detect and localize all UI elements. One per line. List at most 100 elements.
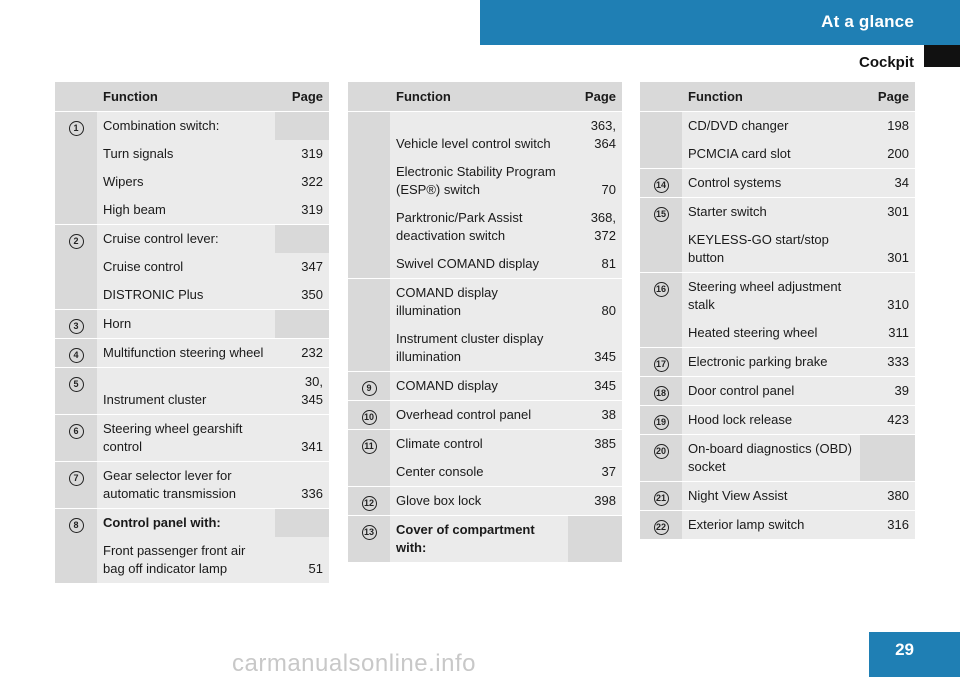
table-row: 18 Door control panel 39 xyxy=(640,376,915,406)
item-number: 10 xyxy=(361,410,377,425)
table-row: 22 Exterior lamp switch 316 xyxy=(640,510,915,539)
item-number: 20 xyxy=(653,444,669,459)
watermark: carmanualsonline.info xyxy=(232,650,476,677)
table-row: 21 Night View Assist 380 xyxy=(640,481,915,511)
item-number: 15 xyxy=(653,207,669,222)
function-label: Horn xyxy=(97,309,275,339)
page-ref: 301 xyxy=(860,197,915,226)
page-ref: 80 xyxy=(568,278,622,325)
function-label: Multifunction steering wheel xyxy=(97,338,275,368)
table-row: Heated steering wheel 311 xyxy=(640,319,915,348)
page-ref: 316 xyxy=(860,510,915,539)
table-row: 10 Overhead control panel 38 xyxy=(348,400,622,430)
table-header-row: Function Page xyxy=(348,82,622,112)
item-number: 7 xyxy=(68,471,84,486)
page-ref: 39 xyxy=(860,376,915,406)
header-page: Page xyxy=(568,82,622,112)
table-row: 11 Climate control 385 xyxy=(348,429,622,487)
header-function: Function xyxy=(97,82,275,112)
item-number: 12 xyxy=(361,496,377,511)
item-number-cell: 14 xyxy=(640,168,682,198)
function-label: Exterior lamp switch xyxy=(682,510,860,539)
page-ref xyxy=(275,111,329,140)
table-row: 9 COMAND display 345 xyxy=(348,371,622,401)
header-num-cell xyxy=(640,82,682,112)
table-row: 14 Control systems 34 xyxy=(640,168,915,198)
page-ref xyxy=(275,508,329,537)
page-ref: 232 xyxy=(275,338,329,368)
function-label: Gear selector lever for automatic transm… xyxy=(97,461,275,509)
subsection-title: Cockpit xyxy=(858,54,914,71)
function-label: Turn signals xyxy=(97,140,275,168)
table-row: 20 On-board diagnostics (OBD) socket xyxy=(640,434,915,482)
table-row: Instrument cluster display illumination 3… xyxy=(348,325,622,372)
function-label: Hood lock release xyxy=(682,405,860,435)
table-row: Swivel COMAND display 81 xyxy=(348,250,622,279)
table-row: KEYLESS-GO start/stop button 301 xyxy=(640,226,915,273)
item-number-cell xyxy=(640,111,682,169)
function-label: Front passenger front air bag off indica… xyxy=(97,537,275,583)
function-label: Control panel with: xyxy=(97,508,275,537)
header-function: Function xyxy=(390,82,568,112)
table-row: 17 Electronic parking brake 333 xyxy=(640,347,915,377)
table-row: COMAND display illumination 80 xyxy=(348,278,622,372)
function-label: Climate control xyxy=(390,429,568,458)
item-number: 14 xyxy=(653,178,669,193)
table-header-row: Function Page xyxy=(640,82,915,112)
table-row: Vehicle level control switch 363, 364 xyxy=(348,111,622,279)
page-ref: 311 xyxy=(860,319,915,348)
table-row: 6 Steering wheel gearshift control 341 xyxy=(55,414,329,462)
table-row: CD/DVD changer 198 xyxy=(640,111,915,169)
item-number-cell: 10 xyxy=(348,400,390,430)
page-ref: 301 xyxy=(860,226,915,273)
page-ref: 198 xyxy=(860,111,915,140)
function-label: Swivel COMAND display xyxy=(390,250,568,279)
table-row: Parktronic/Park Assist deactivation swit… xyxy=(348,204,622,250)
table-row: 5 Instrument cluster 30, 345 xyxy=(55,367,329,415)
item-number: 13 xyxy=(361,525,377,540)
table-row: 15 Starter switch 301 xyxy=(640,197,915,273)
page-ref: 350 xyxy=(275,281,329,310)
function-label: Cruise control lever: xyxy=(97,224,275,253)
function-label: CD/DVD changer xyxy=(682,111,860,140)
table-row: 2 Cruise control lever: xyxy=(55,224,329,310)
page-number: 29 xyxy=(895,640,914,659)
table-row: 7 Gear selector lever for automatic trans… xyxy=(55,461,329,509)
item-number-cell: 9 xyxy=(348,371,390,401)
item-number: 9 xyxy=(361,381,377,396)
page-ref: 347 xyxy=(275,253,329,281)
page-ref xyxy=(275,309,329,339)
table-row: High beam 319 xyxy=(55,196,329,225)
table-row: Wipers 322 xyxy=(55,168,329,196)
function-label: Electronic parking brake xyxy=(682,347,860,377)
item-number-cell xyxy=(348,111,390,279)
table-row: Electronic Stability Program (ESP®) swit… xyxy=(348,158,622,204)
item-number-cell: 11 xyxy=(348,429,390,487)
table-row: PCMCIA card slot 200 xyxy=(640,140,915,169)
table-row: DISTRONIC Plus 350 xyxy=(55,281,329,310)
item-number-cell: 8 xyxy=(55,508,97,583)
item-number-cell: 16 xyxy=(640,272,682,348)
table-row: Cruise control 347 xyxy=(55,253,329,281)
page-ref: 336 xyxy=(275,461,329,509)
table-row: 13 Cover of compartment with: xyxy=(348,515,622,562)
item-number-cell: 15 xyxy=(640,197,682,273)
page-ref: 368, 372 xyxy=(568,204,622,250)
item-number-cell: 13 xyxy=(348,515,390,562)
table-row: 4 Multifunction steering wheel 232 xyxy=(55,338,329,368)
page-ref: 345 xyxy=(568,325,622,372)
function-label: Wipers xyxy=(97,168,275,196)
function-label: PCMCIA card slot xyxy=(682,140,860,169)
item-number-cell: 18 xyxy=(640,376,682,406)
page-ref: 319 xyxy=(275,140,329,168)
function-label: Heated steering wheel xyxy=(682,319,860,348)
item-number: 4 xyxy=(68,348,84,363)
page-ref: 333 xyxy=(860,347,915,377)
page-ref: 380 xyxy=(860,481,915,511)
header-num-cell xyxy=(348,82,390,112)
page-ref: 363, 364 xyxy=(568,111,622,158)
item-number-cell: 1 xyxy=(55,111,97,225)
page-ref: 51 xyxy=(275,537,329,583)
function-label: Overhead control panel xyxy=(390,400,568,430)
item-number: 16 xyxy=(653,282,669,297)
